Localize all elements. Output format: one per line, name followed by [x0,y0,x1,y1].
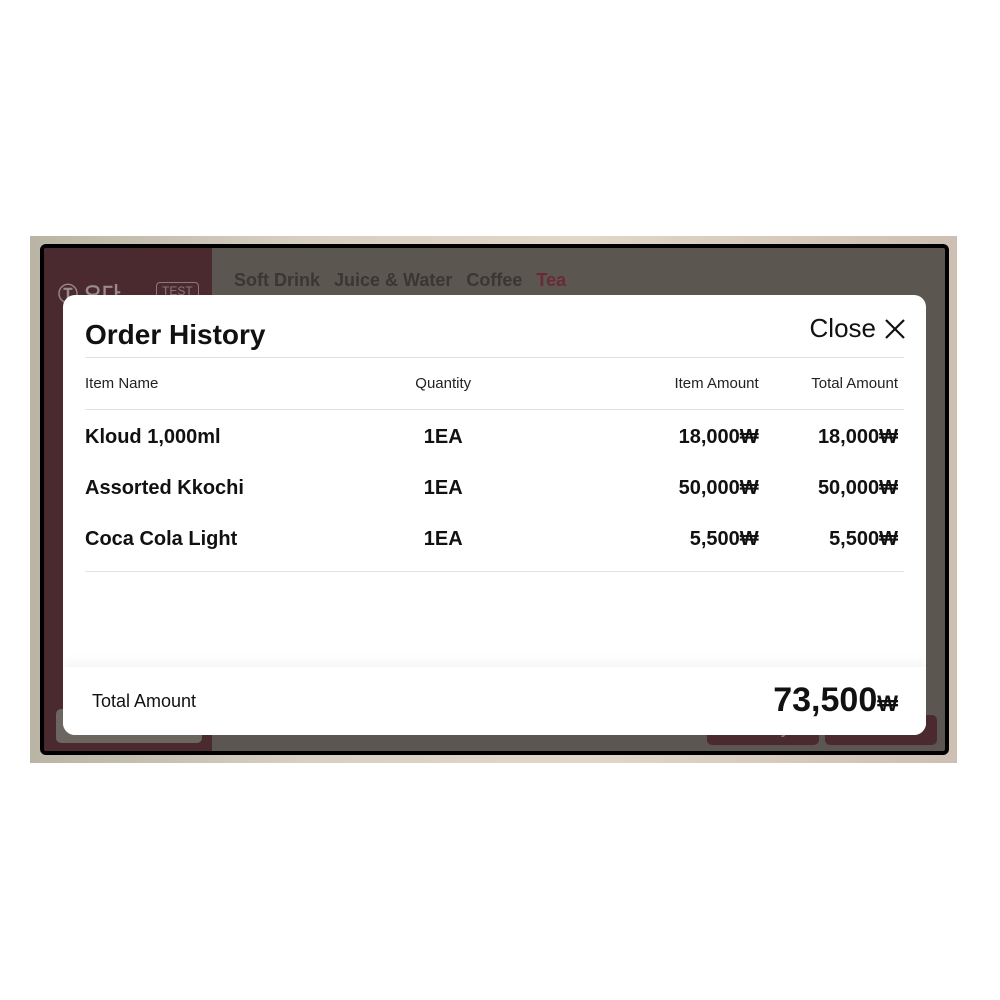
order-history-modal: Order History Close Item Name Quantity I… [63,295,926,735]
tab-tea[interactable]: Tea [536,270,567,290]
col-quantity: Quantity [415,375,472,392]
item-amount: 18,000₩ [678,426,759,448]
item-name: Assorted Kkochi [85,477,244,499]
total-number: 73,500 [773,681,878,719]
table-row: Coca Cola Light 1EA 5,500₩ 5,500₩ [85,528,904,551]
close-icon [885,318,905,339]
total-amount: 50,000₩ [817,477,898,499]
item-amount: 50,000₩ [678,477,759,499]
currency-symbol: ₩ [877,691,898,716]
total-amount: 18,000₩ [817,426,898,448]
divider [85,409,904,410]
total-amount: 5,500₩ [829,528,898,550]
tab-coffee[interactable]: Coffee [466,270,523,290]
item-amount: 5,500₩ [689,528,759,550]
item-quantity: 1EA [423,477,463,499]
table-row: Assorted Kkochi 1EA 50,000₩ 50,000₩ [85,477,904,500]
col-total-amount: Total Amount [811,375,898,392]
modal-title: Order History [85,319,266,350]
col-item-name: Item Name [85,375,159,392]
divider [85,571,904,572]
table-row: Kloud 1,000ml 1EA 18,000₩ 18,000₩ [85,426,904,449]
item-quantity: 1EA [423,426,463,448]
col-item-amount: Item Amount [674,375,759,392]
close-button[interactable]: Close [810,313,906,344]
item-quantity: 1EA [423,528,463,550]
tab-juice-water[interactable]: Juice & Water [334,270,453,290]
total-label: Total Amount [92,691,197,711]
tab-soft-drink[interactable]: Soft Drink [234,270,321,290]
divider [85,357,904,358]
total-footer: Total Amount 73,500₩ [63,667,926,735]
close-label: Close [809,313,876,343]
item-name: Kloud 1,000ml [85,426,221,448]
category-tabs: Soft Drink Juice & Water Coffee Tea [234,270,566,291]
total-value: 73,500₩ [773,681,898,720]
item-name: Coca Cola Light [85,528,238,550]
table-header: Item Name Quantity Item Amount Total Amo… [85,375,904,392]
